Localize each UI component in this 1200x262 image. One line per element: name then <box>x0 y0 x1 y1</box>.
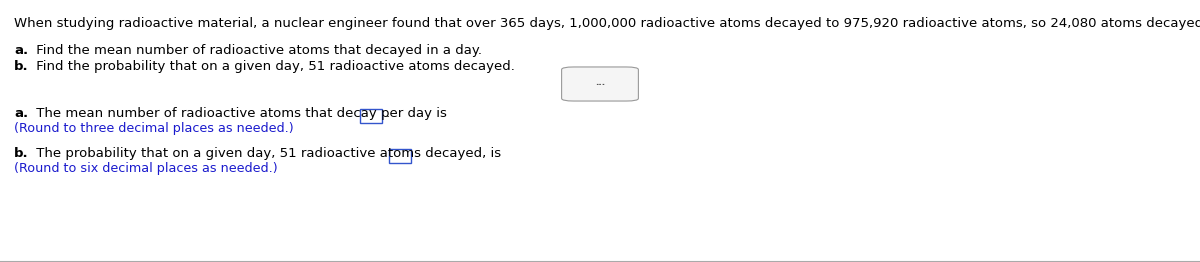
Text: .: . <box>415 147 419 160</box>
Text: .: . <box>385 107 390 120</box>
Text: a.: a. <box>14 44 28 57</box>
FancyBboxPatch shape <box>389 149 410 163</box>
FancyBboxPatch shape <box>360 109 382 123</box>
Text: b.: b. <box>14 147 29 160</box>
Text: The mean number of radioactive atoms that decay per day is: The mean number of radioactive atoms tha… <box>32 107 446 120</box>
Text: (Round to three decimal places as needed.): (Round to three decimal places as needed… <box>14 122 294 135</box>
Text: Find the probability that on a given day, 51 radioactive atoms decayed.: Find the probability that on a given day… <box>32 60 515 73</box>
Text: When studying radioactive material, a nuclear engineer found that over 365 days,: When studying radioactive material, a nu… <box>14 17 1200 30</box>
FancyBboxPatch shape <box>562 67 638 101</box>
Text: Find the mean number of radioactive atoms that decayed in a day.: Find the mean number of radioactive atom… <box>32 44 482 57</box>
Text: The probability that on a given day, 51 radioactive atoms decayed, is: The probability that on a given day, 51 … <box>32 147 502 160</box>
Text: b.: b. <box>14 60 29 73</box>
Text: (Round to six decimal places as needed.): (Round to six decimal places as needed.) <box>14 162 277 175</box>
Text: ...: ... <box>595 78 605 87</box>
Text: a.: a. <box>14 107 28 120</box>
